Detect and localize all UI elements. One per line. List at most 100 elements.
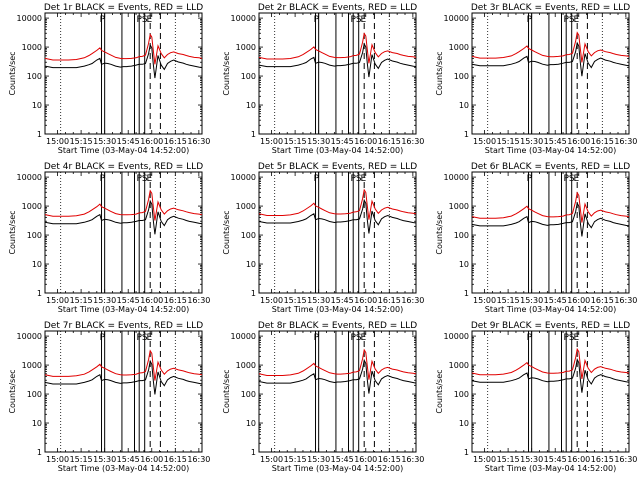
lld-series-line (258, 188, 417, 220)
lld-series-line (471, 31, 630, 63)
panel-8: Det 8r BLACK = Events, RED = LLD 1 10 100 10… (222, 321, 424, 473)
lld-series-line (258, 32, 417, 64)
annotation-label: S (356, 333, 362, 343)
annotation-label: P (563, 15, 569, 25)
y-axis-label: Counts/sec (222, 210, 231, 254)
lld-series-line (44, 189, 203, 221)
y-tick-label: 10000 (444, 14, 469, 23)
y-tick-label: 10 (459, 419, 469, 428)
x-tick-label: 16:00 (354, 455, 377, 464)
x-axis-label: Start Time (03-May-04 14:52:00) (485, 146, 616, 155)
y-tick-label: 1000 (236, 43, 256, 52)
y-axis-label: Counts/sec (222, 369, 231, 413)
plot-frame (44, 330, 203, 453)
y-tick-label: 10 (32, 101, 42, 110)
y-axis-label: Counts/sec (8, 51, 17, 95)
x-axis-label: Start Time (03-May-04 14:52:00) (58, 464, 189, 473)
annotation-label: E (574, 15, 580, 25)
x-tick-label: 16:15 (378, 137, 401, 146)
annotation-label: S (142, 15, 148, 25)
x-tick-label: 16:30 (187, 137, 210, 146)
x-tick-label: 16:15 (164, 137, 187, 146)
lld-series-line (471, 191, 630, 223)
annotation-label: E (574, 174, 580, 184)
x-tick-label: 15:00 (46, 137, 69, 146)
y-tick-label: 10000 (17, 14, 42, 23)
events-series-line (471, 41, 630, 77)
x-tick-label: 16:15 (164, 296, 187, 305)
annotation-label: P (136, 174, 142, 184)
y-tick-label: 1000 (236, 361, 256, 370)
x-tick-label: 16:00 (567, 455, 590, 464)
y-tick-label: 10 (246, 260, 256, 269)
y-axis-label: Counts/sec (435, 51, 444, 95)
x-tick-label: 16:15 (164, 455, 187, 464)
x-tick-label: 15:30 (307, 455, 330, 464)
events-series-line (258, 358, 417, 394)
x-tick-label: 15:30 (520, 137, 543, 146)
annotation-label: P (563, 174, 569, 184)
panel-title: Det 7r BLACK = Events, RED = LLD (44, 321, 203, 331)
annotation-label: S (569, 174, 575, 184)
y-tick-label: 1000 (22, 361, 42, 370)
panel-title: Det 6r BLACK = Events, RED = LLD (471, 162, 630, 172)
y-tick-label: 100 (454, 72, 469, 81)
events-series-line (44, 43, 203, 79)
events-series-line (258, 198, 417, 234)
y-tick-label: 1000 (22, 43, 42, 52)
x-tick-label: 15:15 (70, 296, 93, 305)
x-tick-label: 15:45 (331, 296, 354, 305)
x-tick-label: 15:00 (260, 455, 283, 464)
events-series-line (44, 199, 203, 235)
panel-title: Det 8r BLACK = Events, RED = LLD (258, 321, 417, 331)
x-tick-label: 16:30 (187, 296, 210, 305)
annotation-label: P (136, 333, 142, 343)
x-tick-label: 15:15 (70, 137, 93, 146)
x-tick-label: 15:45 (331, 137, 354, 146)
x-tick-label: 16:15 (591, 455, 614, 464)
x-tick-label: 15:45 (117, 455, 140, 464)
y-tick-label: 10 (246, 101, 256, 110)
plot-frame (44, 171, 203, 294)
x-tick-label: 15:30 (93, 455, 116, 464)
y-tick-label: 10 (32, 419, 42, 428)
x-axis-label: Start Time (03-May-04 14:52:00) (485, 305, 616, 314)
x-tick-label: 16:00 (140, 296, 163, 305)
plot-frame (471, 171, 630, 294)
x-tick-label: 15:15 (70, 455, 93, 464)
plot-frame (471, 12, 630, 135)
x-tick-label: 15:15 (497, 296, 520, 305)
x-tick-label: 15:15 (284, 455, 307, 464)
x-tick-label: 15:00 (46, 296, 69, 305)
x-tick-label: 16:30 (187, 455, 210, 464)
y-tick-label: 1 (251, 448, 256, 457)
lld-series-line (44, 349, 203, 381)
y-tick-label: 1 (37, 130, 42, 139)
x-tick-label: 16:30 (614, 137, 637, 146)
plot-frame (44, 12, 203, 135)
y-tick-label: 1 (464, 289, 469, 298)
lld-series-line (44, 33, 203, 65)
y-tick-label: 100 (241, 390, 256, 399)
x-tick-label: 16:15 (591, 137, 614, 146)
annotation-label: E (361, 333, 367, 343)
annotation-label: S (142, 174, 148, 184)
x-tick-label: 16:30 (614, 296, 637, 305)
y-tick-label: 10 (459, 260, 469, 269)
x-tick-label: 15:00 (473, 455, 496, 464)
y-tick-label: 100 (454, 231, 469, 240)
annotation-label: P (314, 333, 320, 343)
y-tick-label: 1000 (22, 202, 42, 211)
panel-2: Det 2r BLACK = Events, RED = LLD 1 10 100 10… (222, 3, 424, 155)
annotation-label: P (100, 174, 106, 184)
annotation-label: S (356, 174, 362, 184)
x-tick-label: 15:00 (260, 137, 283, 146)
annotation-label: P (563, 333, 569, 343)
x-tick-label: 16:00 (567, 137, 590, 146)
y-axis-label: Counts/sec (8, 210, 17, 254)
y-tick-label: 1 (251, 130, 256, 139)
panel-7: Det 7r BLACK = Events, RED = LLD 1 10 100 10… (8, 321, 210, 473)
panel-title: Det 5r BLACK = Events, RED = LLD (258, 162, 417, 172)
annotation-label: S (569, 333, 575, 343)
annotation-label: E (147, 333, 153, 343)
